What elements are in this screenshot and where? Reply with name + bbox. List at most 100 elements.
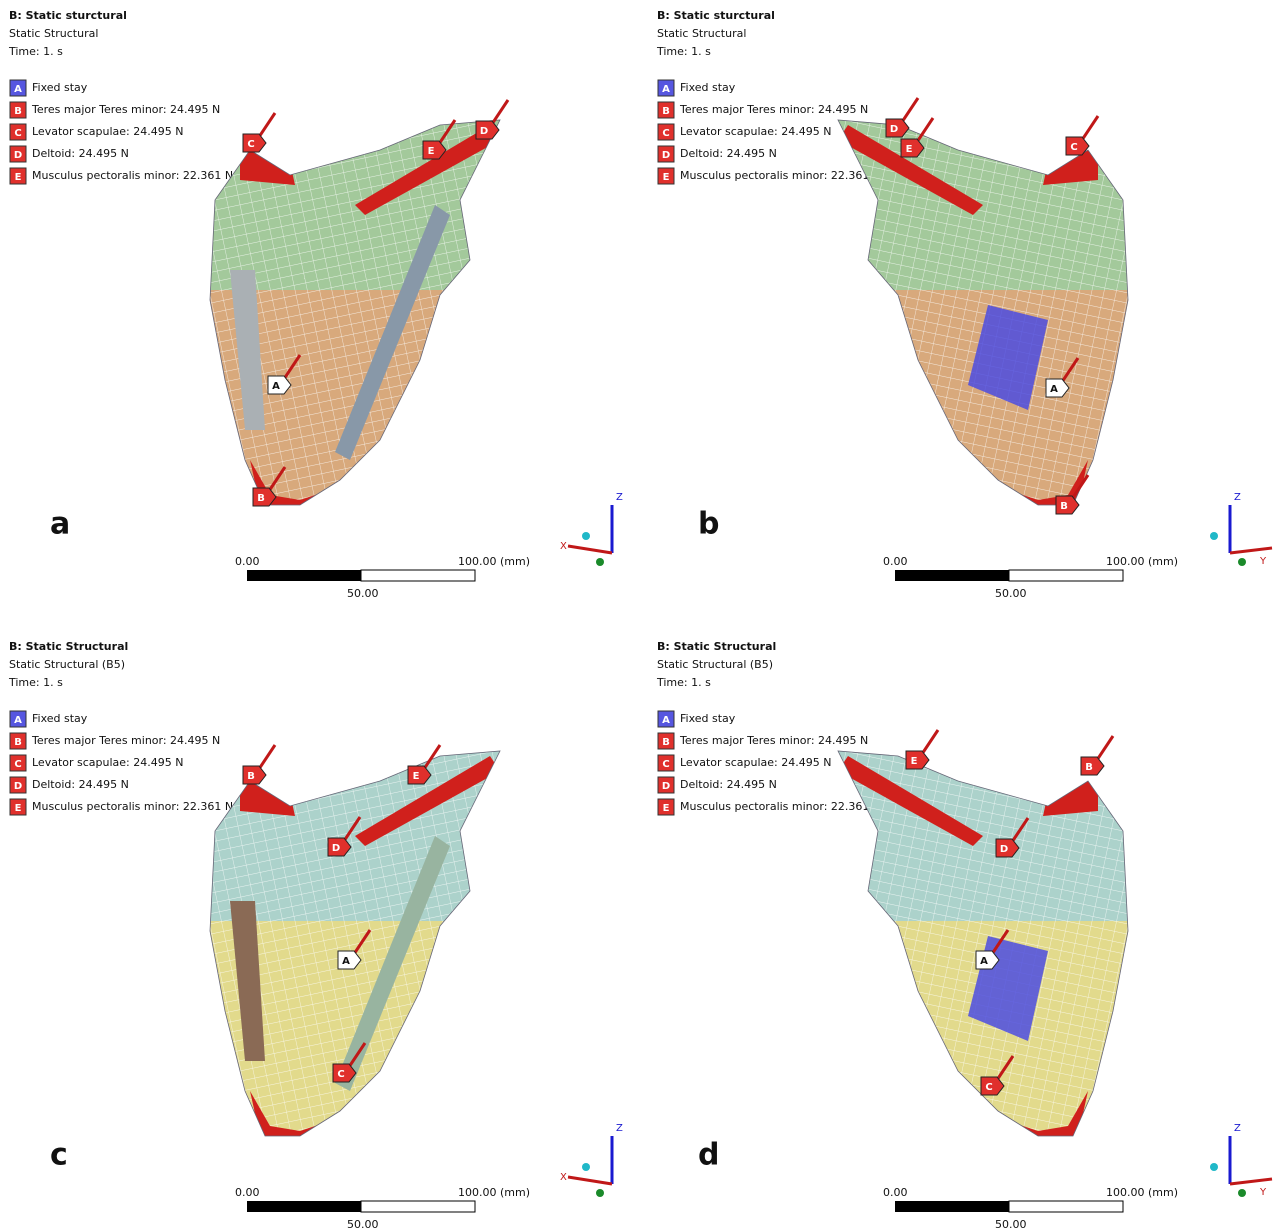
legend-key: B bbox=[662, 106, 670, 117]
legend-key: D bbox=[662, 150, 670, 161]
panel-subtitle: Static Structural bbox=[657, 27, 746, 40]
panel-subtitle: Static Structural (B5) bbox=[9, 658, 125, 671]
legend-text: Levator scapulae: 24.495 N bbox=[32, 756, 183, 769]
legend-key: C bbox=[662, 128, 669, 139]
axis-label: X bbox=[560, 1172, 567, 1183]
marker-label: C bbox=[247, 139, 254, 150]
legend-text: Levator scapulae: 24.495 N bbox=[680, 125, 831, 138]
axis-origin bbox=[582, 1163, 590, 1171]
marker-label: C bbox=[337, 1069, 344, 1080]
legend-key: A bbox=[14, 715, 22, 726]
axis-origin bbox=[582, 532, 590, 540]
legend-key: E bbox=[15, 172, 22, 183]
marker-label: B bbox=[257, 493, 265, 504]
panel-time: Time: 1. s bbox=[8, 45, 63, 58]
axis-label: Y bbox=[1259, 556, 1267, 567]
legend-text: Teres major Teres minor: 24.495 N bbox=[679, 103, 868, 116]
panel-label: d bbox=[698, 1138, 719, 1173]
model bbox=[818, 731, 1138, 1151]
legend-key: D bbox=[14, 781, 22, 792]
scale-bar-black bbox=[895, 1201, 1009, 1212]
marker-label: B bbox=[247, 771, 255, 782]
legend-text: Levator scapulae: 24.495 N bbox=[680, 756, 831, 769]
axis-y bbox=[1238, 558, 1246, 566]
scale-start: 0.00 bbox=[883, 1186, 908, 1199]
panel-label: c bbox=[50, 1138, 68, 1173]
figure: B: Static sturctural Static Structural Tim… bbox=[0, 0, 1277, 1231]
legend-key: B bbox=[14, 106, 22, 117]
axis-h bbox=[568, 546, 612, 553]
axis-origin bbox=[1210, 532, 1218, 540]
axis-label: Z bbox=[1234, 1123, 1241, 1134]
marker-label: B bbox=[1060, 501, 1068, 512]
scale-bar-white bbox=[1009, 570, 1123, 581]
scale-end: 100.00 (mm) bbox=[1106, 1186, 1178, 1199]
marker-label: C bbox=[985, 1082, 992, 1093]
panel-title: B: Static Structural bbox=[657, 640, 776, 653]
panel: B: Static sturctural Static Structural Tim… bbox=[8, 9, 623, 600]
scale-mid: 50.00 bbox=[347, 1218, 379, 1231]
marker-label: E bbox=[906, 144, 913, 155]
panel: B: Static StructuralStatic Structural (B… bbox=[8, 640, 623, 1231]
marker-label: A bbox=[980, 956, 988, 967]
scale-bar-white bbox=[361, 1201, 475, 1212]
legend-text: Deltoid: 24.495 N bbox=[32, 778, 129, 791]
legend-key: E bbox=[663, 172, 670, 183]
scale-start: 0.00 bbox=[235, 1186, 260, 1199]
legend-key: A bbox=[662, 715, 670, 726]
legend-text: Teres major Teres minor: 24.495 N bbox=[31, 734, 220, 747]
panel-time: Time: 1. s bbox=[656, 676, 711, 689]
panel-subtitle: Static Structural (B5) bbox=[657, 658, 773, 671]
legend-text: Fixed stay bbox=[32, 81, 88, 94]
legend-text: Musculus pectoralis minor: 22.361 N bbox=[680, 169, 881, 182]
marker-label: D bbox=[332, 843, 340, 854]
axis-h bbox=[1230, 1179, 1272, 1184]
marker-label: A bbox=[342, 956, 350, 967]
axis-h bbox=[1230, 548, 1272, 553]
axis-y bbox=[596, 558, 604, 566]
panel-time: Time: 1. s bbox=[8, 676, 63, 689]
legend-text: Teres major Teres minor: 24.495 N bbox=[679, 734, 868, 747]
legend-text: Musculus pectoralis minor: 22.361 N bbox=[32, 800, 233, 813]
panel-label: a bbox=[50, 507, 70, 542]
legend-text: Musculus pectoralis minor: 22.361 N bbox=[680, 800, 881, 813]
scale-bar-white bbox=[1009, 1201, 1123, 1212]
legend-key: C bbox=[662, 759, 669, 770]
model bbox=[200, 100, 520, 520]
scale-mid: 50.00 bbox=[347, 587, 379, 600]
scale-bar-black bbox=[247, 1201, 361, 1212]
legend-key: E bbox=[15, 803, 22, 814]
marker-label: A bbox=[1050, 384, 1058, 395]
panel-time: Time: 1. s bbox=[656, 45, 711, 58]
axis-y bbox=[1238, 1189, 1246, 1197]
marker-label: D bbox=[1000, 844, 1008, 855]
marker-label: C bbox=[1070, 142, 1077, 153]
legend-text: Fixed stay bbox=[680, 81, 736, 94]
scale-bar-white bbox=[361, 570, 475, 581]
marker-label: E bbox=[911, 756, 918, 767]
marker-label: D bbox=[480, 126, 488, 137]
legend-key: E bbox=[663, 803, 670, 814]
axis-label: Z bbox=[616, 1123, 623, 1134]
axis-label: Z bbox=[1234, 492, 1241, 503]
marker-tag bbox=[906, 751, 929, 769]
axis-label: Z bbox=[616, 492, 623, 503]
legend-text: Levator scapulae: 24.495 N bbox=[32, 125, 183, 138]
legend-text: Teres major Teres minor: 24.495 N bbox=[31, 103, 220, 116]
marker-label: E bbox=[413, 771, 420, 782]
axis-label: X bbox=[560, 541, 567, 552]
axis-label: Y bbox=[1259, 1187, 1267, 1198]
scale-start: 0.00 bbox=[883, 555, 908, 568]
panel-subtitle: Static Structural bbox=[9, 27, 98, 40]
legend-text: Deltoid: 24.495 N bbox=[680, 778, 777, 791]
model bbox=[818, 100, 1138, 520]
scale-end: 100.00 (mm) bbox=[458, 555, 530, 568]
axis-h bbox=[568, 1177, 612, 1184]
axis-y bbox=[596, 1189, 604, 1197]
scale-mid: 50.00 bbox=[995, 587, 1027, 600]
legend-key: C bbox=[14, 759, 21, 770]
panel-title: B: Static sturctural bbox=[9, 9, 127, 22]
scale-start: 0.00 bbox=[235, 555, 260, 568]
marker-label: D bbox=[890, 124, 898, 135]
marker-label: A bbox=[272, 381, 280, 392]
